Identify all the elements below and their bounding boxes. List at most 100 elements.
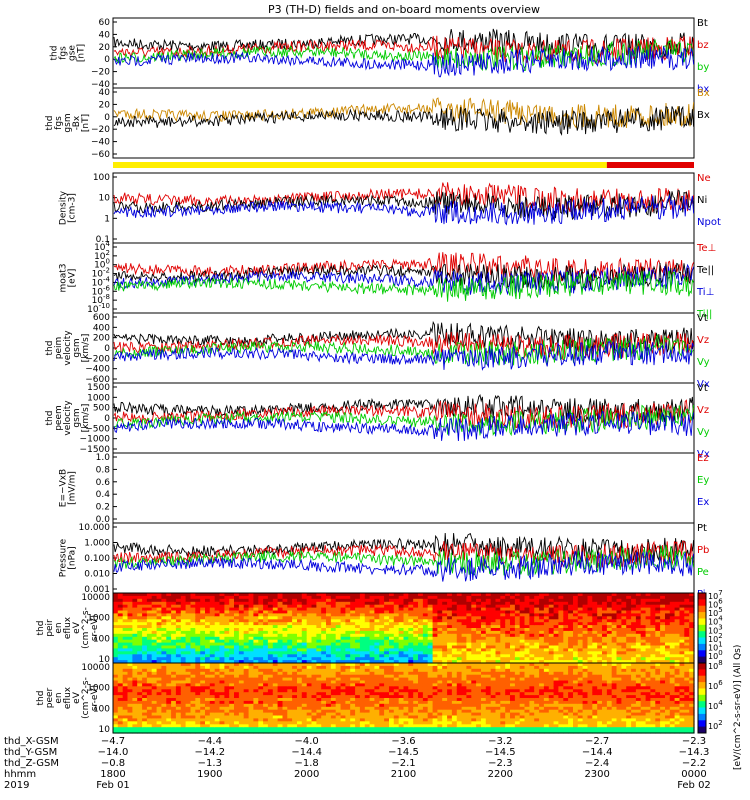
figure-title: P3 (TH-D) fields and on-board moments ov… [268, 3, 540, 16]
heatmap-cell [200, 636, 206, 641]
heatmap-cell [393, 616, 400, 620]
heatmap-cell [408, 645, 414, 649]
heatmap-cell [151, 593, 158, 597]
heatmap-cell [631, 642, 637, 647]
heatmap-cell [340, 639, 346, 644]
heatmap-cell [219, 654, 225, 658]
y-axis-label-line: sr-eV) [90, 615, 100, 641]
heatmap-cell [481, 622, 487, 626]
heatmap-cell [175, 619, 182, 623]
heatmap-cell [384, 686, 390, 690]
heatmap-cell [326, 724, 332, 728]
heatmap-cell [326, 718, 332, 722]
heatmap-cell [568, 657, 574, 661]
heatmap-cell [631, 604, 637, 609]
heatmap-cell [408, 633, 414, 638]
heatmap-cell [398, 695, 405, 699]
heatmap-cell [432, 639, 438, 644]
heatmap-cell [418, 622, 424, 626]
heatmap-cell [389, 677, 395, 682]
heatmap-cell [234, 657, 240, 661]
heatmap-cell [171, 598, 177, 603]
heatmap-cell [282, 628, 288, 632]
heatmap-cell [563, 648, 569, 652]
heatmap-cell [393, 622, 400, 626]
heatmap-cell [117, 616, 124, 620]
heatmap-cell [151, 683, 158, 687]
heatmap-cell [437, 645, 443, 649]
heatmap-cell [171, 616, 177, 620]
heatmap-cell [335, 633, 342, 638]
heatmap-cell [514, 630, 521, 635]
heatmap-cell [573, 616, 579, 620]
heatmap-cell [422, 633, 429, 638]
heatmap-cell [301, 593, 308, 597]
heatmap-cell [137, 686, 143, 690]
heatmap-cell [195, 607, 201, 612]
series-line-Vz [113, 331, 695, 360]
heatmap-cell [195, 721, 201, 725]
heatmap-cell [117, 703, 124, 708]
heatmap-cell [214, 709, 221, 714]
heatmap-cell [345, 698, 351, 702]
heatmap-cell [166, 642, 172, 647]
heatmap-cell [253, 625, 259, 629]
heatmap-cell [229, 721, 235, 725]
heatmap-cell [447, 613, 453, 617]
heatmap-cell [175, 645, 182, 649]
heatmap-cell [224, 724, 230, 728]
heatmap-cell [171, 683, 177, 687]
heatmap-cell [258, 657, 264, 661]
heatmap-cell [350, 595, 356, 600]
heatmap-cell [408, 648, 414, 652]
heatmap-cell [568, 598, 574, 603]
heatmap-cell [510, 628, 516, 632]
heatmap-cell [665, 607, 671, 612]
heatmap-cell [277, 636, 283, 641]
heatmap-cell [195, 598, 201, 603]
heatmap-cell [432, 628, 438, 632]
heatmap-cell [418, 686, 424, 690]
heatmap-cell [505, 636, 511, 641]
heatmap-cell [529, 610, 535, 614]
heatmap-cell [563, 657, 569, 661]
heatmap-cell [485, 668, 492, 673]
heatmap-cell [413, 689, 419, 693]
heatmap-cell [272, 671, 279, 676]
heatmap-cell [398, 619, 405, 623]
heatmap-cell [374, 700, 380, 705]
heatmap-cell [432, 665, 438, 670]
heatmap-cell [287, 598, 293, 603]
heatmap-cell [282, 683, 288, 687]
heatmap-cell [340, 654, 346, 658]
heatmap-cell [631, 616, 637, 620]
heatmap-cell [142, 718, 148, 722]
heatmap-cell [403, 657, 409, 661]
heatmap-cell [389, 607, 395, 612]
heatmap-cell [272, 654, 279, 658]
heatmap-cell [389, 674, 395, 679]
heatmap-cell [577, 630, 584, 635]
heatmap-cell [597, 601, 603, 606]
heatmap-cell [345, 712, 351, 717]
y-axis-label-line: eV [72, 691, 82, 704]
heatmap-cell [456, 604, 463, 609]
heatmap-cell [422, 663, 429, 667]
heatmap-cell [568, 628, 574, 632]
heatmap-cell [359, 692, 366, 696]
heatmap-cell [321, 663, 327, 667]
heatmap-cell [389, 703, 395, 708]
heatmap-cell [616, 622, 622, 626]
heatmap-cell [297, 651, 303, 655]
heatmap-cell [456, 698, 463, 702]
heatmap-cell [335, 636, 342, 641]
heatmap-cell [359, 607, 366, 612]
heatmap-cell [234, 645, 240, 649]
heatmap-cell [384, 665, 390, 670]
heatmap-cell [505, 630, 511, 635]
heatmap-cell [359, 683, 366, 687]
heatmap-cell [471, 668, 477, 673]
heatmap-cell [573, 648, 579, 652]
heatmap-cell [234, 665, 240, 670]
heatmap-cell [679, 648, 685, 652]
